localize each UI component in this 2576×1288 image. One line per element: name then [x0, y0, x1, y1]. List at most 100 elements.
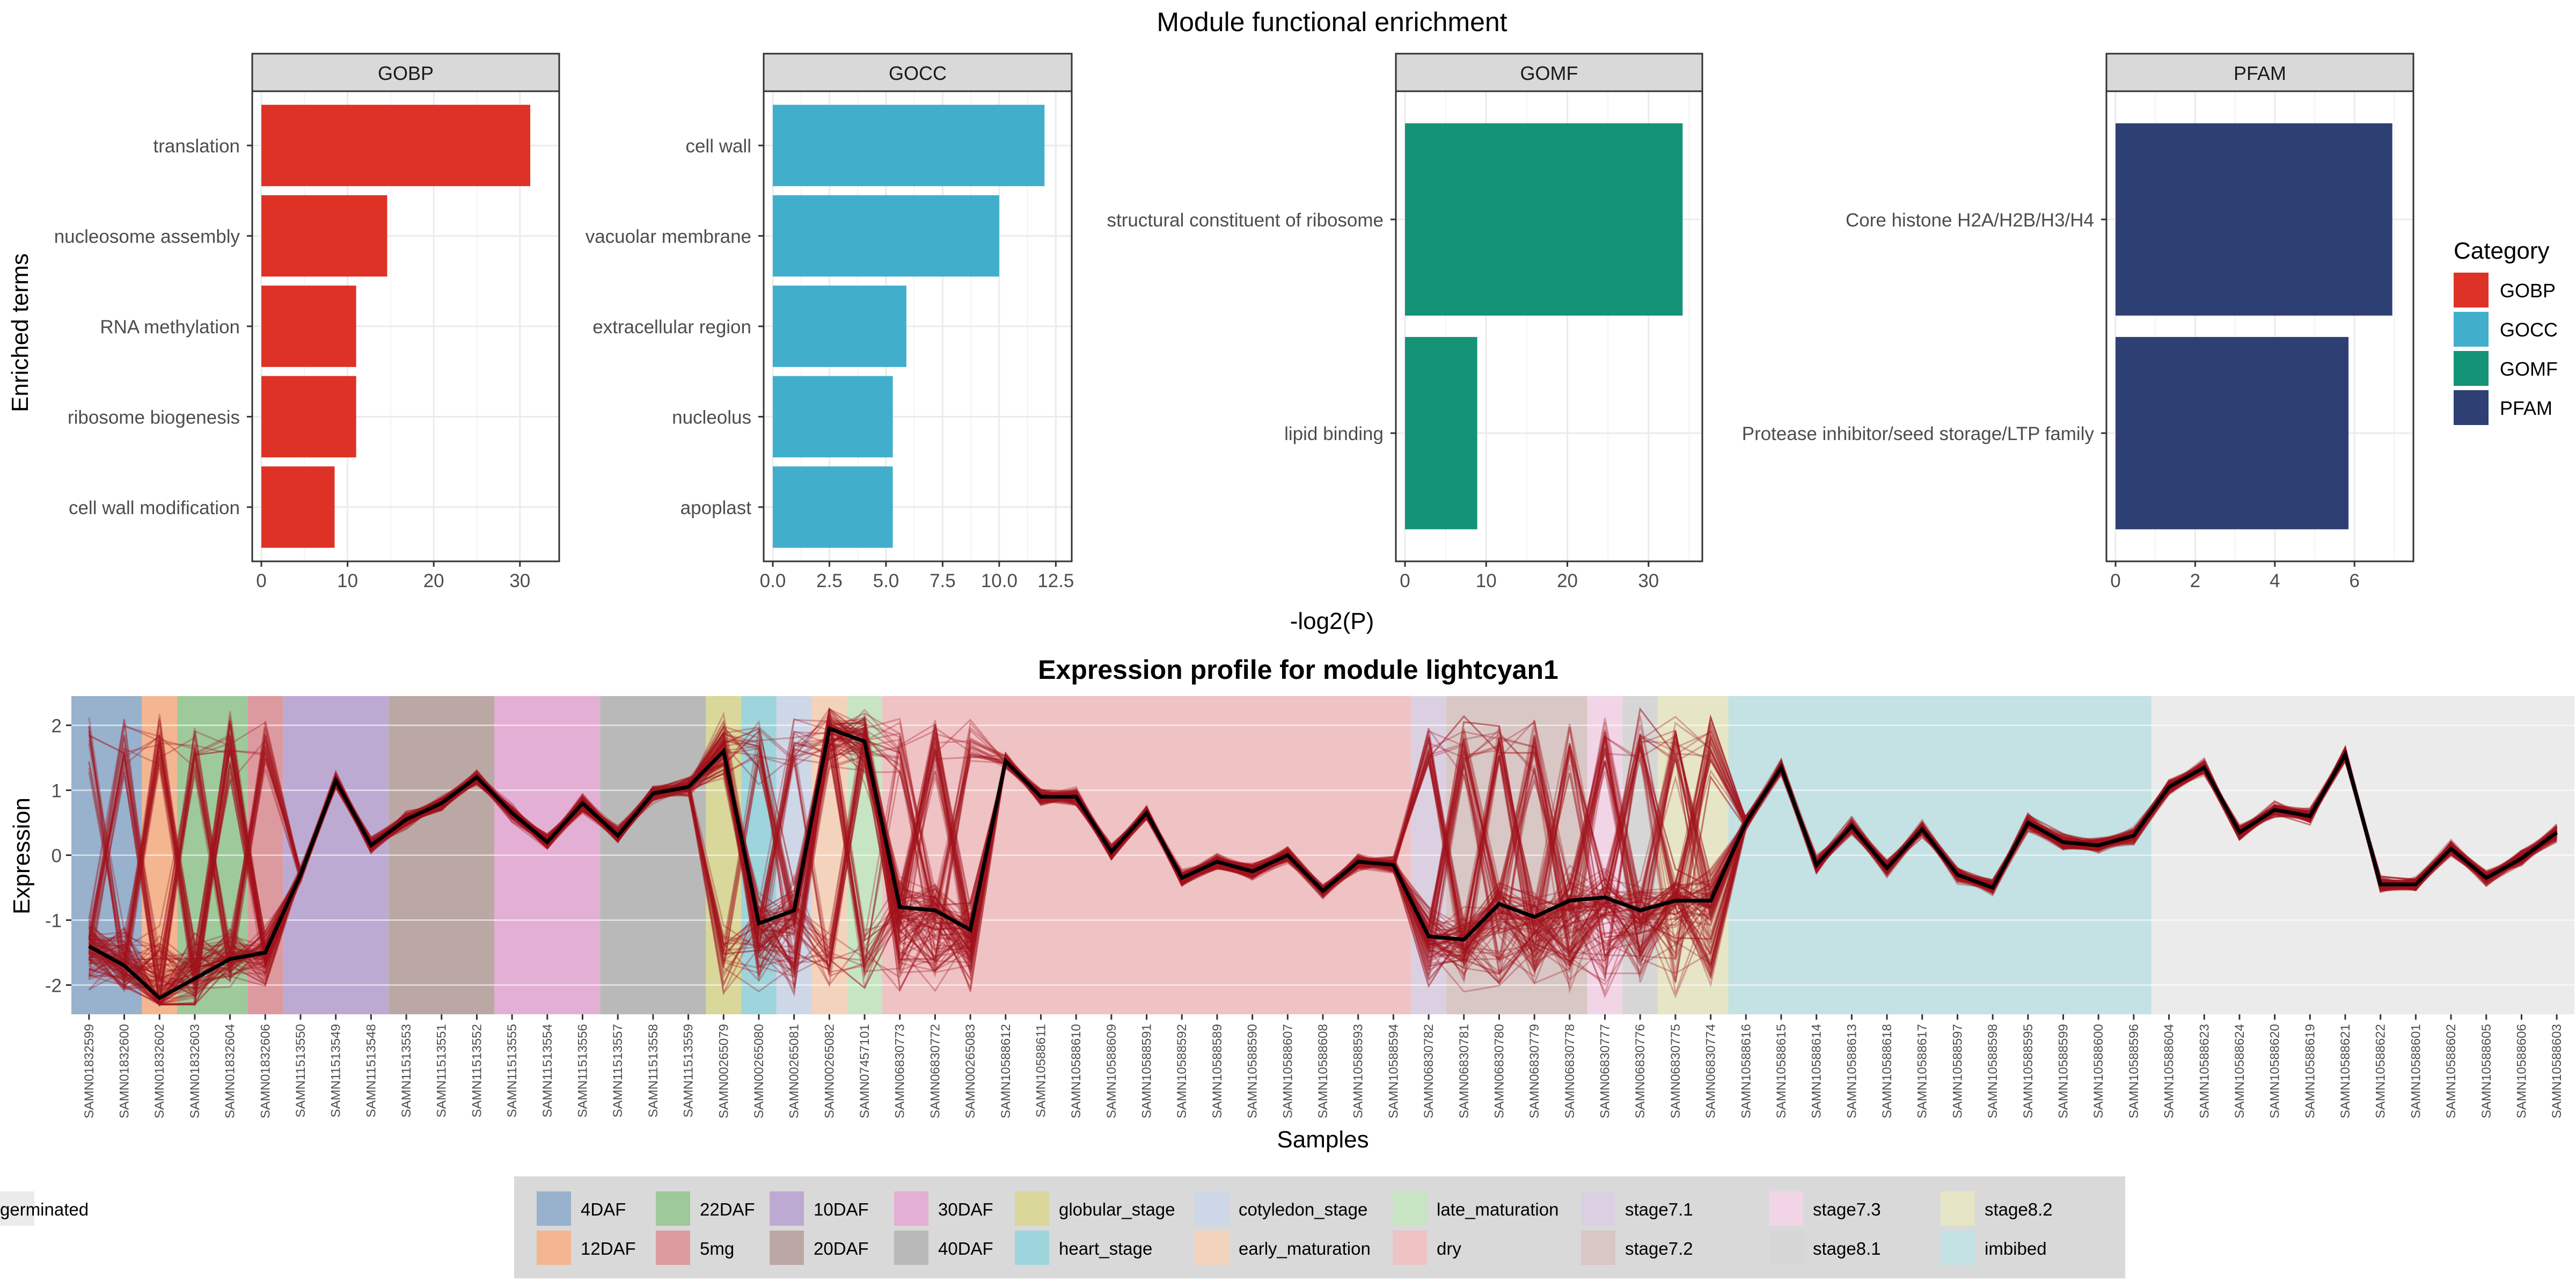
- y-tick-label: -1: [45, 911, 62, 932]
- x-tick-label: SAMN10588609: [1104, 1024, 1119, 1118]
- expression-panel: -2 -1 0 1 2 SAMN01832599 SAMN01832600 SAMN01832…: [45, 696, 2574, 1118]
- y-tick-label: lipid binding: [1284, 423, 1384, 444]
- x-tick-label: SAMN11513555: [505, 1024, 519, 1117]
- x-tick-label: SAMN10588612: [999, 1024, 1013, 1118]
- facet-strip-label: GOBP: [378, 62, 434, 84]
- x-tick-label: 10: [337, 570, 358, 591]
- category-legend: Category GOBP GOCC GOMF PFAM: [2454, 238, 2558, 425]
- facet-strip: [763, 53, 1073, 92]
- facet-border: [251, 90, 560, 562]
- stage-legend-label: 10DAF: [814, 1199, 869, 1219]
- y-tick-label: cell wall: [685, 136, 751, 157]
- x-tick-label: SAMN11513549: [329, 1024, 343, 1117]
- x-tick-label: SAMN00265079: [716, 1024, 731, 1118]
- bar-nucleosome-assembly: [261, 195, 387, 277]
- x-tick-label: SAMN06830773: [893, 1024, 908, 1118]
- x-tick-label: SAMN10588616: [1739, 1024, 1753, 1118]
- stage-legend-label: 22DAF: [700, 1199, 755, 1219]
- x-tick-label: SAMN10588610: [1069, 1024, 1084, 1118]
- stage-legend-label: 12DAF: [581, 1239, 636, 1258]
- facet-gocc: GOCC cell wall vacuolar membrane extracellu…: [586, 53, 1074, 591]
- x-tick-label: SAMN06830781: [1457, 1024, 1472, 1118]
- x-tick-label: SAMN11513558: [646, 1024, 661, 1117]
- stage-legend-key: [0, 1191, 34, 1226]
- y-tick-label: vacuolar membrane: [586, 226, 751, 247]
- x-tick-label: 30: [1638, 570, 1659, 591]
- stage-legend-label: dry: [1437, 1239, 1461, 1258]
- x-tick-label: 0: [1400, 570, 1410, 591]
- x-tick-label: SAMN10588589: [1210, 1024, 1225, 1118]
- x-tick-label: SAMN10588600: [2091, 1024, 2106, 1118]
- x-tick-label: SAMN10588603: [2550, 1024, 2564, 1118]
- category-legend-key: [2454, 351, 2489, 386]
- y-tick-label: 1: [52, 780, 62, 801]
- x-tick-label: 10.0: [981, 570, 1018, 591]
- x-tick-label: SAMN01832606: [258, 1024, 273, 1118]
- stage-legend-label: late_maturation: [1437, 1199, 1558, 1219]
- x-tick-label: 0.0: [760, 570, 786, 591]
- stage-legend-label: stage8.2: [1985, 1199, 2053, 1219]
- x-tick-label: 0: [256, 570, 266, 591]
- x-tick-label: SAMN10588618: [1880, 1024, 1894, 1118]
- x-tick-label: SAMN11513551: [435, 1024, 449, 1117]
- y-tick-label: translation: [153, 136, 240, 157]
- facet-strip: [251, 53, 560, 92]
- x-tick-label: SAMN10588614: [1810, 1024, 1824, 1118]
- enrichment-y-axis-label: Enriched terms: [7, 253, 33, 412]
- member-gene-line: [88, 718, 2558, 976]
- stage-legend-label: stage7.3: [1813, 1199, 1881, 1219]
- x-tick-label: 4: [2270, 570, 2280, 591]
- bar-cell-wall-modification: [261, 466, 335, 548]
- category-legend-key: [2454, 273, 2489, 308]
- x-tick-label: SAMN01832604: [223, 1024, 238, 1118]
- x-tick-label: 10: [1476, 570, 1497, 591]
- stage-legend-label: 30DAF: [938, 1199, 993, 1219]
- stage-legend-key: [894, 1231, 928, 1265]
- y-tick-label: 0: [52, 846, 62, 867]
- stage-legend-label: 5mg: [700, 1239, 734, 1258]
- y-tick-label: nucleolus: [672, 407, 751, 428]
- stage-legend-label: globular_stage: [1059, 1199, 1175, 1219]
- expression-y-axis-label: Expression: [9, 797, 35, 914]
- category-legend-label: GOMF: [2500, 358, 2558, 380]
- stage-legend-key: [770, 1191, 804, 1226]
- x-tick-label: SAMN11513550: [294, 1024, 308, 1117]
- x-tick-label: SAMN10588601: [2409, 1024, 2423, 1118]
- stage-legend-key: [770, 1231, 804, 1265]
- bar-apoplast: [773, 466, 893, 548]
- x-tick-label: SAMN10588606: [2515, 1024, 2529, 1118]
- x-tick-label: SAMN10588591: [1140, 1024, 1154, 1118]
- x-tick-label: SAMN11513548: [364, 1024, 378, 1117]
- x-tick-label: SAMN10588622: [2374, 1024, 2388, 1118]
- x-tick-label: SAMN10588593: [1351, 1024, 1366, 1118]
- x-tick-label: SAMN10588594: [1386, 1024, 1401, 1118]
- x-tick-label: SAMN11513554: [540, 1024, 555, 1117]
- stage-legend-label: stage7.1: [1625, 1199, 1693, 1219]
- bar-extracellular-region: [773, 286, 906, 367]
- x-tick-label: SAMN10588607: [1280, 1024, 1295, 1118]
- x-tick-label: SAMN06830778: [1563, 1024, 1577, 1118]
- x-tick-label: SAMN10588620: [2268, 1024, 2282, 1118]
- bar-nucleolus: [773, 376, 893, 458]
- y-tick-label: apoplast: [680, 497, 752, 518]
- stage-legend-key: [1941, 1231, 1975, 1265]
- x-tick-label: SAMN10588592: [1175, 1024, 1189, 1118]
- stage-legend-key: [1015, 1231, 1049, 1265]
- x-tick-label: SAMN01832602: [152, 1024, 167, 1118]
- stage-legend-key: [1581, 1191, 1615, 1226]
- x-tick-label: SAMN10588599: [2057, 1024, 2071, 1118]
- x-tick-label: SAMN11513553: [399, 1024, 414, 1117]
- category-legend-label: GOCC: [2500, 319, 2558, 341]
- y-tick-label: nucleosome assembly: [54, 226, 240, 247]
- stage-legend-key: [1195, 1191, 1229, 1226]
- expression-title: Expression profile for module lightcyan1: [1038, 655, 1558, 685]
- x-tick-label: SAMN10588608: [1316, 1024, 1330, 1118]
- stage-legend: 4DAF 12DAF 22DAF 5mg 10DAF 20DAF 30DAF 40DAF glo…: [0, 1176, 2125, 1278]
- x-tick-label: SAMN00265082: [822, 1024, 837, 1118]
- stage-legend-key: [1769, 1231, 1803, 1265]
- x-tick-label: 2: [2190, 570, 2200, 591]
- x-tick-label: 5.0: [873, 570, 899, 591]
- stage-legend-label: early_maturation: [1239, 1239, 1371, 1258]
- x-tick-label: SAMN10588602: [2444, 1024, 2458, 1118]
